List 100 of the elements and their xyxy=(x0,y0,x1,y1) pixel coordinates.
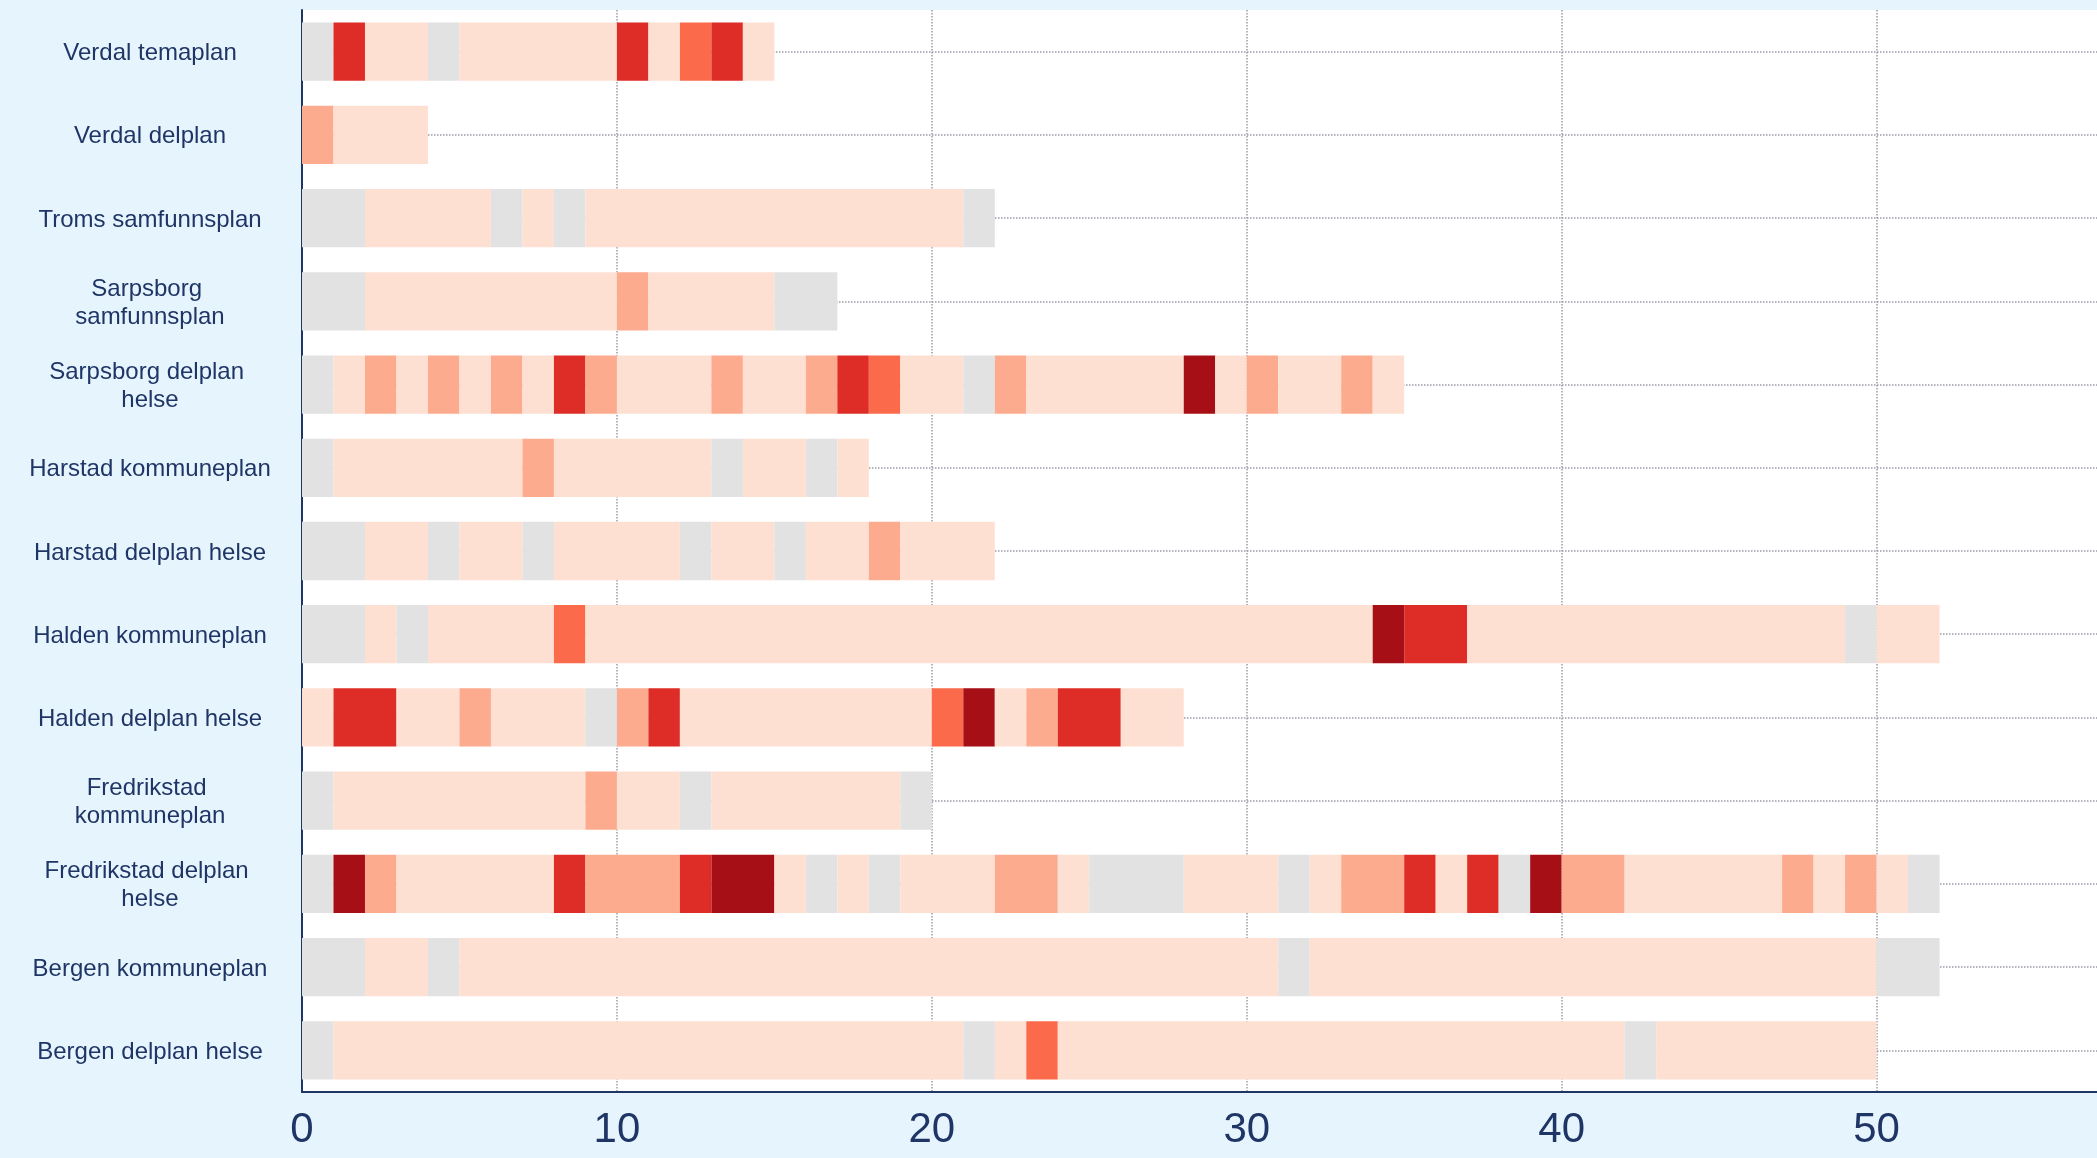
bar xyxy=(1845,854,1877,914)
bar xyxy=(1057,1021,1625,1080)
bar xyxy=(774,854,806,914)
bar xyxy=(711,438,743,497)
bar xyxy=(805,355,838,414)
bar xyxy=(302,771,334,830)
y-tick-label: Halden delplan helse xyxy=(37,703,263,731)
y-tick-label: Verdal delplan xyxy=(73,121,227,149)
bar xyxy=(679,521,712,581)
bar xyxy=(742,438,806,497)
bar xyxy=(302,938,365,997)
bar xyxy=(302,1021,334,1080)
bar xyxy=(963,355,995,414)
bar xyxy=(1624,1021,1657,1080)
bar xyxy=(553,521,680,581)
bar xyxy=(333,438,523,497)
bar xyxy=(333,355,365,414)
bar xyxy=(679,688,932,747)
bar xyxy=(302,355,334,414)
y-tick-label: Bergen delplan helse xyxy=(37,1036,263,1064)
bar xyxy=(994,1021,1027,1080)
x-tick-label: 20 xyxy=(908,1103,956,1151)
bar xyxy=(1183,854,1279,914)
bar xyxy=(1876,605,1940,664)
bar xyxy=(302,605,365,664)
y-tick-label: Harstad kommuneplan xyxy=(29,454,271,482)
bar xyxy=(302,854,334,914)
bar xyxy=(333,1021,964,1080)
bar xyxy=(1309,938,1877,997)
bar xyxy=(1057,854,1090,914)
bar xyxy=(1782,854,1814,914)
y-tick-label: Troms samfunnsplan xyxy=(38,204,262,232)
y-tick-label: Halden kommuneplan xyxy=(33,620,267,648)
bar xyxy=(553,438,712,497)
bar xyxy=(900,355,964,414)
bar xyxy=(963,188,995,248)
bar xyxy=(302,521,365,581)
y-tick-label: Sarpsborg delplan helse xyxy=(49,357,251,413)
bar xyxy=(522,521,554,581)
bar xyxy=(1813,854,1846,914)
bar xyxy=(364,521,428,581)
bar xyxy=(585,188,964,248)
bar xyxy=(1215,355,1247,414)
bar xyxy=(585,605,1373,664)
bar xyxy=(679,771,712,830)
bar xyxy=(1278,938,1310,997)
x-tick-label: 10 xyxy=(593,1103,641,1151)
bar xyxy=(522,188,554,248)
bar xyxy=(396,355,428,414)
bar xyxy=(805,438,838,497)
bar xyxy=(648,272,775,331)
bar xyxy=(1876,938,1940,997)
bar xyxy=(837,854,869,914)
bar xyxy=(302,438,334,497)
bar xyxy=(364,938,428,997)
bar xyxy=(333,771,586,830)
bar xyxy=(1467,605,1846,664)
bar xyxy=(1908,854,1940,914)
x-tick-label: 0 xyxy=(290,1103,314,1151)
bar xyxy=(994,854,1058,914)
bar xyxy=(616,355,712,414)
bar xyxy=(302,188,365,248)
bar xyxy=(711,771,901,830)
bar xyxy=(333,105,428,164)
bar xyxy=(742,355,806,414)
bar xyxy=(711,521,775,581)
bar xyxy=(459,521,523,581)
y-tick-label: Sarpsborg samfunnsplan xyxy=(75,273,225,329)
bar xyxy=(837,438,869,497)
bar xyxy=(364,188,491,248)
bar xyxy=(900,771,932,830)
x-tick-label: 40 xyxy=(1538,1103,1586,1151)
y-tick-label: Bergen kommuneplan xyxy=(32,953,268,981)
bar xyxy=(427,605,554,664)
bar xyxy=(1120,688,1184,747)
bar xyxy=(1624,854,1783,914)
bar xyxy=(1876,854,1909,914)
bar xyxy=(396,854,554,914)
bar xyxy=(302,272,365,331)
bar xyxy=(900,854,995,914)
bar xyxy=(868,355,901,414)
y-tick-label: Fredrikstad delplan helse xyxy=(44,856,256,912)
bar xyxy=(774,272,838,331)
x-tick-label: 30 xyxy=(1223,1103,1271,1151)
bar xyxy=(900,521,995,581)
bar xyxy=(302,22,334,81)
y-tick-label: Fredrikstad kommuneplan xyxy=(74,773,226,829)
bar xyxy=(522,355,554,414)
bar xyxy=(553,188,586,248)
bar xyxy=(364,605,397,664)
bar xyxy=(364,272,617,331)
bar xyxy=(1278,854,1310,914)
y-tick-label: Harstad delplan helse xyxy=(33,537,267,565)
bar xyxy=(459,938,1279,997)
bar xyxy=(459,355,491,414)
bar xyxy=(616,771,680,830)
bar xyxy=(1435,854,1468,914)
x-tick-label: 50 xyxy=(1853,1103,1900,1151)
bar xyxy=(994,688,1027,747)
bar xyxy=(1656,1021,1877,1080)
